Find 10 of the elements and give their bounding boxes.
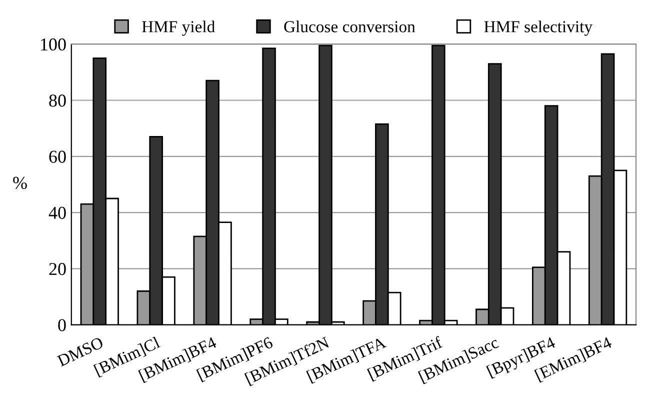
y-tick-label: 100 <box>41 38 66 51</box>
legend-label: HMF selectivity <box>484 20 592 36</box>
legend-label: HMF yield <box>142 20 215 36</box>
y-axis-title: % <box>13 176 27 190</box>
legend-label: Glucose conversion <box>284 20 416 32</box>
y-tick-label: 0 <box>58 319 66 332</box>
y-tick-label: 40 <box>48 206 66 219</box>
y-tick-label: 60 <box>49 150 66 163</box>
y-tick-label: 80 <box>49 94 66 107</box>
y-tick-label: 20 <box>49 262 66 276</box>
